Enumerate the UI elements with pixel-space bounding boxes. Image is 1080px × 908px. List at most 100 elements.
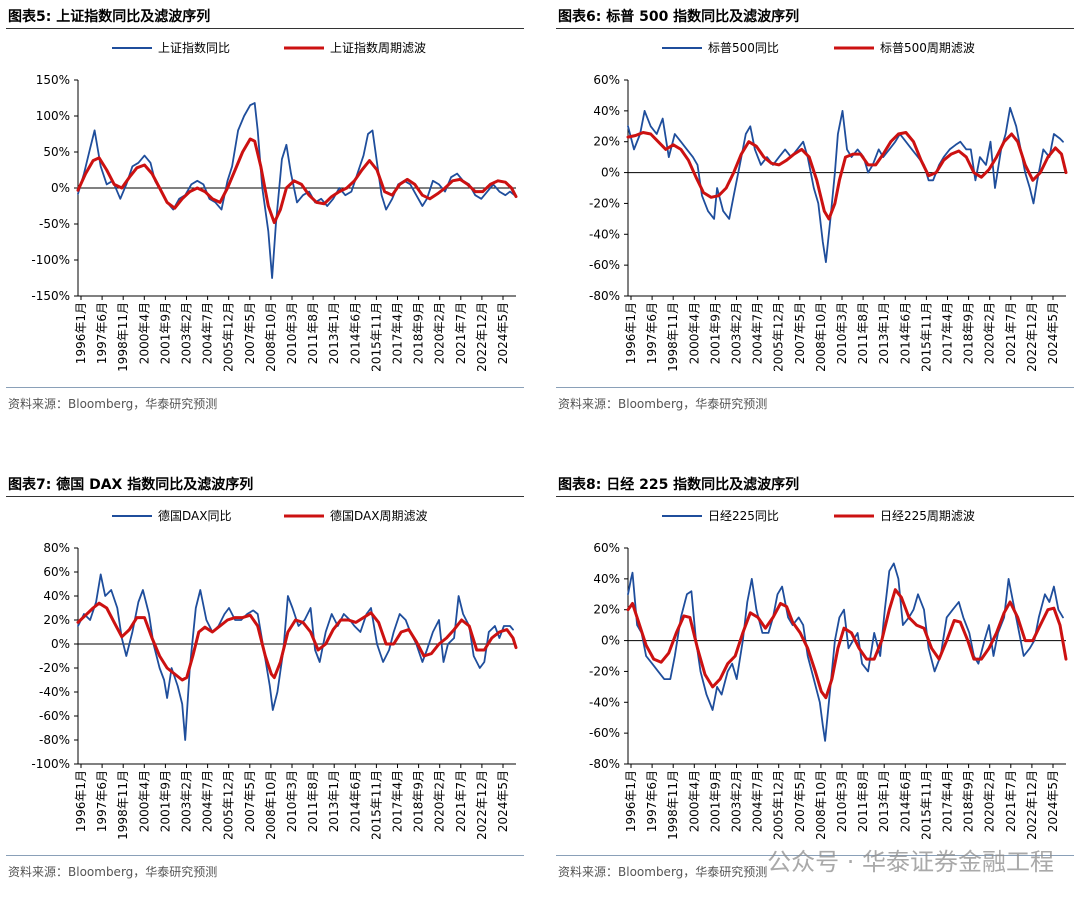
y-tick-label: 40% [593,572,620,586]
x-tick-label: 2013年1月 [877,770,891,832]
title-rule [556,496,1074,497]
x-tick-label: 2011年8月 [306,302,320,364]
y-tick-label: 20% [593,603,620,617]
y-tick-label: 0% [51,181,70,195]
x-tick-label: 1998年11月 [666,770,680,840]
x-tick-label: 1997年6月 [645,302,659,364]
y-tick-label: -100% [31,757,70,771]
series-line-filter [626,588,1068,700]
legend-label-filter: 上证指数周期滤波 [330,40,426,55]
series-line-yoy [627,106,1064,263]
legend-label-filter: 德国DAX周期滤波 [330,508,427,523]
x-tick-label: 2000年4月 [137,302,151,364]
y-tick-label: 0% [601,634,620,648]
chart-panel-sse: 图表5: 上证指数同比及滤波序列 上证指数同比 上证指数周期滤波 150% 100% 5… [0,0,530,440]
x-tick-label: 2000年4月 [137,770,151,832]
x-tick-label: 2018年9月 [962,302,976,364]
y-tick-label: 80% [43,541,70,555]
x-tick-label: 2011年8月 [856,302,870,364]
x-tick-label: 2004年7月 [751,302,765,364]
y-tick-label: 60% [593,541,620,555]
chart-svg: 上证指数同比 上证指数周期滤波 150% 100% 50% 0% -50% -100% -150… [31,40,518,372]
x-tick-label: 2001年9月 [158,302,172,364]
x-tick-label: 2017年4月 [391,770,405,832]
x-tick-label: 1997年6月 [645,770,659,832]
x-tick-label: 1996年1月 [74,770,88,832]
x-tick-label: 2010年3月 [285,302,299,364]
source-rule [556,855,1074,856]
x-tick-label: 2005年12月 [222,770,236,840]
x-tick-label: 2022年12月 [475,770,489,840]
x-tick-label: 2007年5月 [243,770,257,832]
x-tick-label: 1997年6月 [95,770,109,832]
chart-svg: 日经225同比 日经225周期滤波 60% 40% 20% 0% -20% -40% -60% -… [589,509,1068,840]
x-tick-label: 2005年12月 [222,302,236,372]
x-tick-label: 2024年5月 [1046,302,1060,364]
x-tick-label: 2017年4月 [941,770,955,832]
x-tick-label: 2011年8月 [856,770,870,832]
x-tick-label: 2015年11月 [919,302,933,372]
source-note: 资料来源：Bloomberg，华泰研究预测 [558,865,768,879]
y-tick-label: -80% [589,757,620,771]
x-tick-label: 2014年6月 [898,302,912,364]
x-tick-label: 2001年9月 [708,302,722,364]
chart-svg: 德国DAX同比 德国DAX周期滤波 80% 60% 40% 20% 0% -20% -40% -6… [31,508,518,840]
watermark-text: 公众号 · 华泰证券金融工程 [767,848,1054,876]
x-tick-label: 2018年9月 [412,770,426,832]
y-tick-label: -100% [31,253,70,267]
x-tick-label: 2020年2月 [433,302,447,364]
series-line-yoy [627,562,1064,742]
y-tick-label: -80% [39,733,70,747]
chart-svg: 标普500同比 标普500周期滤波 60% 40% 20% 0% -20% -40% -60% -… [589,41,1068,372]
series-line-filter [626,131,1068,221]
x-tick-label: 2008年10月 [264,770,278,840]
x-tick-label: 1998年11月 [666,302,680,372]
title-rule [6,28,524,29]
y-tick-label: 0% [51,637,70,651]
x-tick-label: 2024年5月 [496,302,510,364]
legend-label-filter: 标普500周期滤波 [880,41,975,55]
source-note: 资料来源：Bloomberg，华泰研究预测 [558,397,768,411]
y-tick-label: -60% [589,726,620,740]
x-tick-label: 2005年12月 [772,770,786,840]
x-tick-label: 2007年5月 [793,770,807,832]
x-tick-label: 2003年2月 [730,302,744,364]
legend-label-yoy: 上证指数同比 [158,40,230,55]
x-tick-label: 2010年3月 [835,302,849,364]
y-tick-label: 40% [43,589,70,603]
y-tick-label: -40% [589,695,620,709]
x-tick-label: 2015年11月 [369,770,383,840]
x-tick-label: 2004年7月 [201,302,215,364]
x-tick-label: 2003年2月 [180,302,194,364]
x-tick-label: 2015年11月 [919,770,933,840]
x-tick-label: 2020年2月 [433,770,447,832]
chart-panel-dax: 图表7: 德国 DAX 指数同比及滤波序列 德国DAX同比 德国DAX周期滤波 80… [0,468,530,908]
y-tick-label: -40% [589,227,620,241]
y-tick-label: 0% [601,166,620,180]
y-tick-label: 60% [593,73,620,87]
x-tick-label: 2010年3月 [835,770,849,832]
legend-label-yoy: 标普500同比 [708,41,779,55]
x-tick-label: 1996年1月 [74,302,88,364]
y-tick-label: -150% [31,289,70,303]
x-tick-label: 2024年5月 [496,770,510,832]
source-rule [6,855,524,856]
x-tick-label: 2014年6月 [898,770,912,832]
x-tick-label: 1996年1月 [624,302,638,364]
x-tick-label: 2018年9月 [962,770,976,832]
chart-title: 图表8: 日经 225 指数同比及滤波序列 [558,477,800,493]
x-tick-label: 1996年1月 [624,770,638,832]
x-tick-label: 1998年11月 [116,302,130,372]
x-tick-label: 2004年7月 [201,770,215,832]
x-tick-label: 2007年5月 [243,302,257,364]
title-rule [6,496,524,497]
x-tick-label: 2007年5月 [793,302,807,364]
chart-panel-nikkei: 图表8: 日经 225 指数同比及滤波序列 日经225同比 日经225周期滤波 60… [550,468,1080,908]
x-tick-label: 2021年7月 [1004,770,1018,832]
y-tick-label: 150% [36,73,70,87]
legend-label-yoy: 日经225同比 [708,509,779,523]
source-note: 资料来源：Bloomberg，华泰研究预测 [8,865,218,879]
x-tick-label: 2022年12月 [1025,770,1039,840]
y-tick-label: -20% [589,196,620,210]
source-note: 资料来源：Bloomberg，华泰研究预测 [8,397,218,411]
